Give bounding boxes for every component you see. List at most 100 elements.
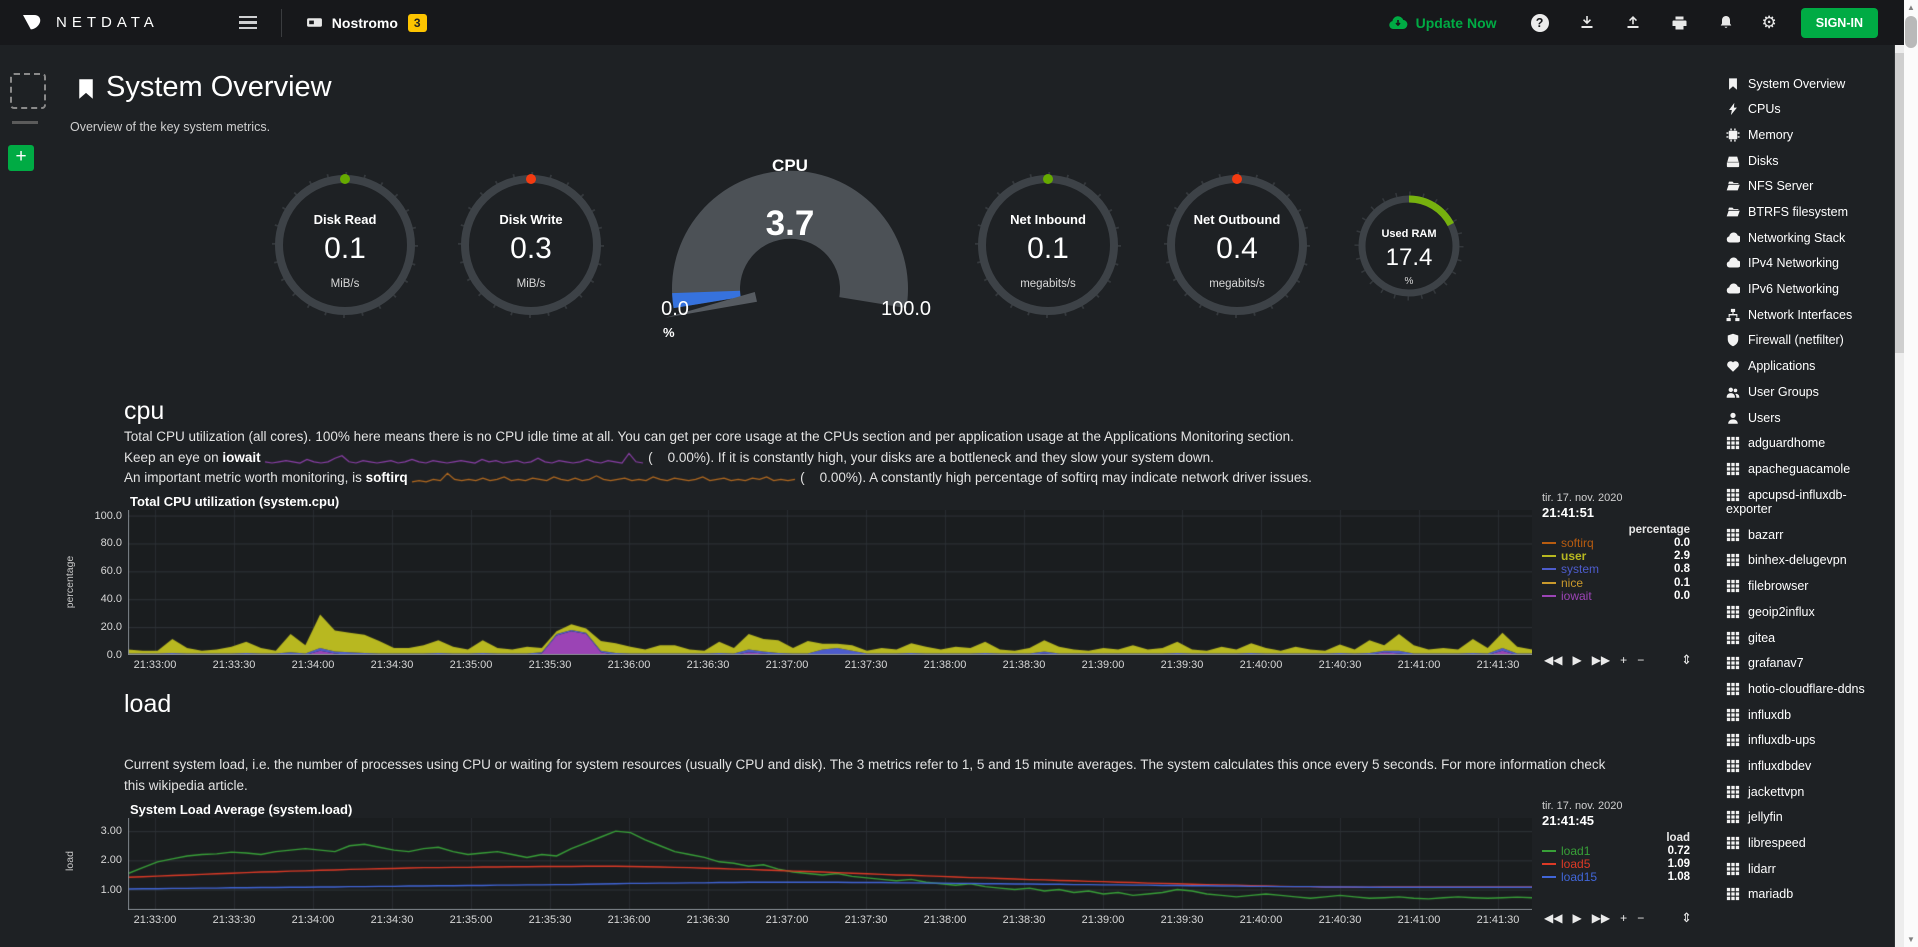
gauge-disk-read[interactable]: Disk Read 0.1 MiB/s bbox=[270, 170, 420, 320]
scroll-down-arrow[interactable]: ▼ bbox=[1907, 935, 1915, 944]
sidebar-item-system-overview[interactable]: System Overview bbox=[1726, 71, 1890, 97]
gauge-disk-write[interactable]: Disk Write 0.3 MiB/s bbox=[456, 170, 606, 320]
sidebar-item-jellyfin[interactable]: jellyfin bbox=[1726, 805, 1890, 831]
grid-icon bbox=[1726, 862, 1740, 876]
sidebar-item-influxdbdev[interactable]: influxdbdev bbox=[1726, 753, 1890, 779]
sidebar-item-networking-stack[interactable]: Networking Stack bbox=[1726, 225, 1890, 251]
sidebar-item-btrfs-filesystem[interactable]: BTRFS filesystem bbox=[1726, 199, 1890, 225]
sidebar-item-applications[interactable]: Applications bbox=[1726, 354, 1890, 380]
pan-forward-button[interactable]: ▶▶ bbox=[1591, 653, 1611, 667]
sidebar-item-adguardhome[interactable]: adguardhome bbox=[1726, 431, 1890, 457]
legend-value: 1.09 bbox=[1667, 858, 1690, 871]
zoom-out-button[interactable]: − bbox=[1637, 911, 1645, 925]
add-button[interactable]: + bbox=[8, 145, 34, 171]
sidebar-item-apcupsd-influxdb-exporter[interactable]: apcupsd-influxdb-exporter bbox=[1726, 487, 1847, 517]
legend-entry-load1[interactable]: load1 0.72 bbox=[1542, 844, 1692, 858]
alarms-badge[interactable]: 3 bbox=[407, 13, 427, 32]
cpu-chart-canvas[interactable] bbox=[128, 510, 1532, 655]
sidebar-item-firewall-netfilter-[interactable]: Firewall (netfilter) bbox=[1726, 328, 1890, 354]
sidebar-item-influxdb[interactable]: influxdb bbox=[1726, 702, 1890, 728]
sidebar-item-geoip2influx[interactable]: geoip2influx bbox=[1726, 599, 1890, 625]
divider bbox=[280, 8, 282, 37]
cpu-gauge-title: CPU bbox=[772, 156, 808, 175]
sidebar-item-cpus[interactable]: CPUs bbox=[1726, 97, 1890, 123]
sidebar-item-librespeed[interactable]: librespeed bbox=[1726, 830, 1890, 856]
zoom-out-button[interactable]: − bbox=[1637, 653, 1645, 667]
sidebar-item-binhex-delugevpn[interactable]: binhex-delugevpn bbox=[1726, 548, 1890, 574]
sidebar-item-gitea[interactable]: gitea bbox=[1726, 625, 1890, 651]
sidebar-item-network-interfaces[interactable]: Network Interfaces bbox=[1726, 302, 1890, 328]
menu-icon[interactable] bbox=[238, 13, 259, 33]
scrollbar-thumb[interactable] bbox=[1905, 16, 1917, 48]
sign-in-button[interactable]: SIGN-IN bbox=[1800, 7, 1878, 38]
sidebar-item-filebrowser[interactable]: filebrowser bbox=[1726, 574, 1890, 600]
legend-value: 1.08 bbox=[1667, 871, 1690, 884]
sidebar-item-mariadb[interactable]: mariadb bbox=[1726, 882, 1890, 908]
help-icon[interactable]: ? bbox=[1530, 13, 1549, 32]
y-tick-label: 20.0 bbox=[100, 621, 122, 634]
gauge-net-inbound[interactable]: Net Inbound 0.1 megabits/s bbox=[973, 170, 1123, 320]
softirq-sparkline bbox=[411, 469, 797, 485]
pan-backward-button[interactable]: ◀◀ bbox=[1544, 911, 1563, 925]
sidebar-item-user-groups[interactable]: User Groups bbox=[1726, 379, 1890, 405]
gauge-label: Net Inbound bbox=[1010, 212, 1086, 227]
legend-entry-softirq[interactable]: softirq 0.0 bbox=[1542, 536, 1692, 550]
sidebar-item-ipv6-networking[interactable]: IPv6 Networking bbox=[1726, 277, 1890, 303]
bell-icon[interactable] bbox=[1718, 14, 1734, 31]
gauge-net-outbound[interactable]: Net Outbound 0.4 megabits/s bbox=[1162, 170, 1312, 320]
sidebar-item-ipv4-networking[interactable]: IPv4 Networking bbox=[1726, 251, 1890, 277]
legend-swatch bbox=[1542, 849, 1556, 852]
sidebar-item-users[interactable]: Users bbox=[1726, 405, 1890, 431]
brand-text: NETDATA bbox=[56, 14, 159, 31]
cpu-gauge[interactable]: CPU 3.7 0.0 100.0 % bbox=[645, 148, 935, 358]
gauge-value: 0.4 bbox=[1216, 232, 1258, 265]
main-content: + System Overview Overview of the key sy… bbox=[0, 45, 1722, 947]
sidebar-item-hotio-cloudflare-ddns[interactable]: hotio-cloudflare-ddns bbox=[1726, 676, 1890, 702]
sidebar-item-apacheguacamole[interactable]: apacheguacamole bbox=[1726, 456, 1890, 482]
sidebar-item-nfs-server[interactable]: NFS Server bbox=[1726, 174, 1890, 200]
sidebar-item-memory[interactable]: Memory bbox=[1726, 122, 1890, 148]
sidebar-item-grafanav7[interactable]: grafanav7 bbox=[1726, 651, 1890, 677]
grid-icon bbox=[1726, 488, 1740, 502]
sidebar-item-influxdb-ups[interactable]: influxdb-ups bbox=[1726, 728, 1890, 754]
play-button[interactable]: ▶ bbox=[1572, 653, 1582, 667]
sidebar-item-disks[interactable]: Disks bbox=[1726, 148, 1890, 174]
legend-entry-load15[interactable]: load15 1.08 bbox=[1542, 870, 1692, 884]
legend-entry-iowait[interactable]: iowait 0.0 bbox=[1542, 589, 1692, 603]
print-icon[interactable] bbox=[1671, 15, 1688, 31]
load-chart-canvas[interactable] bbox=[128, 818, 1532, 910]
resize-handle[interactable]: ⇕ bbox=[1681, 652, 1692, 667]
window-scrollbar[interactable]: ▲ ▼ bbox=[1904, 0, 1918, 947]
legend-units: percentage bbox=[1628, 524, 1690, 536]
upload-icon[interactable] bbox=[1625, 15, 1641, 31]
legend-units: load bbox=[1666, 832, 1690, 844]
x-tick-label: 21:33:00 bbox=[133, 914, 177, 926]
folder-icon bbox=[1726, 179, 1740, 193]
highlight-tool[interactable] bbox=[10, 73, 46, 109]
legend-entry-load5[interactable]: load5 1.09 bbox=[1542, 857, 1692, 871]
sidebar-item-lidarr[interactable]: lidarr bbox=[1726, 856, 1890, 882]
legend-entry-user[interactable]: user 2.9 bbox=[1542, 549, 1692, 563]
node-name[interactable]: Nostromo bbox=[331, 14, 398, 31]
update-now-button[interactable]: Update Now bbox=[1388, 14, 1497, 31]
zoom-in-button[interactable]: + bbox=[1620, 911, 1628, 925]
settings-gear-icon[interactable]: ⚙ bbox=[1761, 13, 1777, 32]
y-tick-label: 100.0 bbox=[94, 509, 122, 522]
load-description-2[interactable]: this wikipedia article. bbox=[124, 778, 248, 793]
sidebar-item-bazarr[interactable]: bazarr bbox=[1726, 522, 1890, 548]
legend-entry-system[interactable]: system 0.8 bbox=[1542, 562, 1692, 576]
legend-value: 0.0 bbox=[1674, 536, 1690, 549]
play-button[interactable]: ▶ bbox=[1572, 911, 1582, 925]
download-icon[interactable] bbox=[1579, 15, 1595, 31]
gauge-value: 0.3 bbox=[510, 232, 552, 265]
legend-entry-nice[interactable]: nice 0.1 bbox=[1542, 576, 1692, 590]
pan-backward-button[interactable]: ◀◀ bbox=[1544, 653, 1563, 667]
sidebar-scrollbar[interactable] bbox=[1894, 45, 1905, 947]
sidebar-item-jackettvpn[interactable]: jackettvpn bbox=[1726, 779, 1890, 805]
pan-forward-button[interactable]: ▶▶ bbox=[1591, 911, 1611, 925]
zoom-in-button[interactable]: + bbox=[1620, 653, 1628, 667]
resize-handle[interactable]: ⇕ bbox=[1681, 910, 1692, 925]
scroll-up-arrow[interactable]: ▲ bbox=[1907, 3, 1915, 12]
grid-icon bbox=[1726, 528, 1740, 542]
used-ram-gauge[interactable]: Used RAM 17.4 % bbox=[1353, 190, 1465, 302]
